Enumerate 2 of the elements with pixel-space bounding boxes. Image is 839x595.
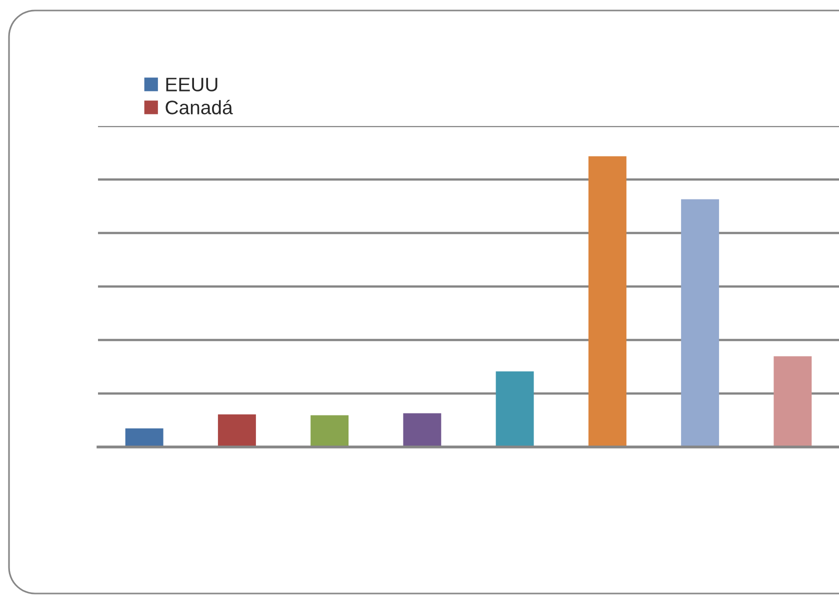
legend-label: Canadá [166,100,233,114]
legend-label: EEUU [166,78,218,92]
